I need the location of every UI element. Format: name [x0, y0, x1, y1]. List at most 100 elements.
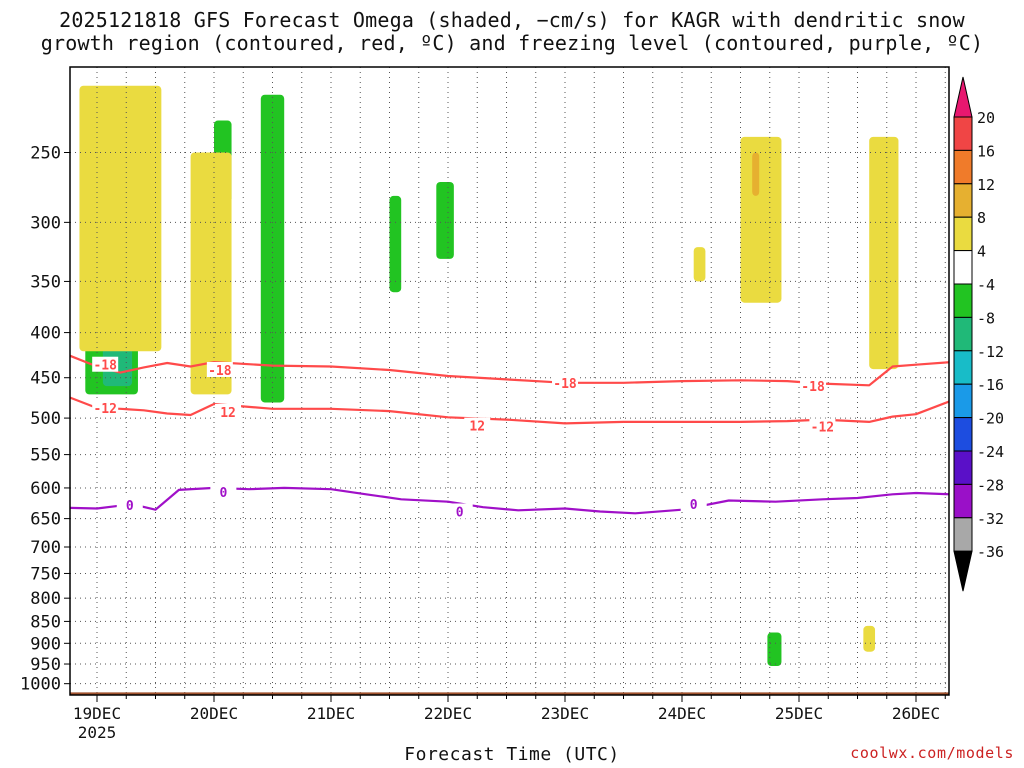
omega-shading — [79, 85, 899, 667]
contour-label-10: 0 — [219, 486, 227, 501]
y-tick-label-250: 250 — [30, 143, 61, 163]
contour-label-bg-6 — [215, 403, 242, 419]
x-tick-label-19DEC: 19DEC — [73, 704, 121, 723]
colorbar-label-6: -4 — [977, 276, 995, 294]
colorbar-label-10: -20 — [977, 410, 1004, 428]
y-tick-label-600: 600 — [30, 479, 61, 499]
colorbar-box-10 — [953, 417, 973, 452]
y-axis: 2503003504004505005506006507007508008509… — [20, 143, 70, 695]
contour-labels: -18 -18 -18 -18 -12 12 12 -12 0 0 0 0 — [92, 356, 836, 520]
x-tick-label-24DEC: 24DEC — [658, 704, 706, 723]
contour-label-8: -12 — [811, 420, 834, 435]
contour-label-bg-4 — [800, 378, 827, 394]
omega-region-15 — [752, 152, 760, 196]
x-axis-title: Forecast Time (UTC) — [404, 744, 620, 765]
contour-label-bg-10 — [210, 483, 237, 499]
contour-label-bg-2 — [206, 361, 233, 377]
colorbar-box-8 — [953, 350, 973, 385]
y-tick-label-350: 350 — [30, 272, 61, 292]
omega-region-14 — [863, 625, 876, 652]
contour-label-3: -18 — [553, 377, 577, 392]
colorbar-arrow-top — [953, 76, 973, 118]
chart-title-line-2: growth region (contoured, red, ºC) and f… — [40, 31, 984, 55]
colorbar-box-3 — [953, 183, 973, 218]
omega-region-6 — [389, 195, 402, 293]
contour-dgz_-18C — [70, 354, 949, 387]
y-tick-label-650: 650 — [30, 510, 61, 530]
colorbar-label-1: 20 — [977, 109, 995, 127]
colorbar-box-6 — [953, 283, 973, 318]
omega-region-13 — [693, 247, 706, 282]
colorbar-box-5 — [953, 250, 973, 285]
contour-label-5: -12 — [93, 402, 116, 417]
colorbar: 20 16 12 8 4 -4 -8 -12 -16 -20 -24 -28 -32 -36 — [953, 76, 1004, 592]
y-tick-label-850: 850 — [30, 612, 61, 632]
contour-freezing_0C — [70, 486, 949, 515]
contour-label-bg-8 — [809, 418, 836, 434]
y-tick-label-500: 500 — [30, 409, 61, 429]
contour-label-bg-9 — [116, 496, 143, 512]
contour-label-2: -18 — [208, 364, 232, 379]
contour-label-bg-1 — [92, 356, 119, 372]
omega-region-11 — [740, 136, 782, 303]
contour-label-bg-3 — [552, 374, 578, 390]
colorbar-label-7: -8 — [977, 309, 995, 327]
contour-label-bg-5 — [92, 399, 119, 415]
colorbar-box-4 — [953, 216, 973, 252]
plot-frame — [69, 66, 950, 696]
colorbar-box-2 — [953, 149, 973, 185]
contour-label-1: -18 — [93, 359, 117, 374]
colorbar-label-13: -32 — [977, 510, 1004, 528]
x-axis: 19DEC 20DEC 21DEC 22DEC 23DEC 24DEC 25DEC 26DEC… — [73, 695, 946, 742]
contour-label-bg-12 — [680, 496, 707, 512]
y-tick-label-750: 750 — [30, 564, 61, 584]
contour-label-4: -18 — [801, 380, 825, 395]
x-tick-label-22DEC: 22DEC — [424, 704, 472, 723]
x-tick-label-23DEC: 23DEC — [541, 704, 589, 723]
y-tick-label-300: 300 — [30, 213, 61, 233]
x-tick-label-20DEC: 20DEC — [190, 704, 238, 723]
y-tick-label-550: 550 — [30, 446, 61, 466]
contour-label-9: 0 — [126, 499, 134, 514]
colorbar-label-14: -36 — [977, 543, 1004, 561]
colorbar-box-12 — [953, 483, 973, 519]
colorbar-label-3: 12 — [977, 176, 995, 194]
contour-label-7: 12 — [469, 420, 485, 435]
colorbar-label-11: -24 — [977, 443, 1004, 461]
y-tick-label-450: 450 — [30, 369, 61, 389]
x-tick-label-25DEC: 25DEC — [775, 704, 823, 723]
y-tick-label-800: 800 — [30, 589, 61, 609]
y-tick-label-950: 950 — [30, 655, 61, 675]
y-tick-label-700: 700 — [30, 538, 61, 558]
y-tick-label-900: 900 — [30, 634, 61, 654]
omega-region-7 — [436, 181, 454, 259]
x-tick-label-21DEC: 21DEC — [307, 704, 355, 723]
colorbar-label-8: -12 — [977, 343, 1004, 361]
x-year-label: 2025 — [78, 723, 117, 742]
contour-label-bg-11 — [446, 503, 473, 519]
colorbar-box-11 — [953, 450, 973, 485]
colorbar-box-13 — [953, 517, 973, 552]
x-tick-label-26DEC: 26DEC — [892, 704, 940, 723]
y-tick-label-400: 400 — [30, 324, 61, 344]
y-tick-label-1000: 1000 — [20, 675, 61, 695]
colorbar-box-7 — [953, 316, 973, 352]
omega-region-5 — [260, 94, 285, 403]
colorbar-box-9 — [953, 383, 973, 419]
colorbar-label-2: 16 — [977, 142, 995, 160]
colorbar-label-12: -28 — [977, 476, 1004, 494]
terrain-band — [70, 692, 949, 695]
terrain-fill — [70, 692, 949, 695]
contour-label-6: 12 — [220, 406, 236, 421]
omega-region-10 — [190, 152, 232, 395]
colorbar-label-4: 8 — [977, 209, 986, 227]
omega-region-9 — [79, 85, 162, 352]
colorbar-label-5: 4 — [977, 243, 986, 261]
colorbar-arrow-bottom — [953, 550, 973, 592]
contour-label-bg-7 — [464, 417, 491, 433]
site-credit[interactable]: coolwx.com/models — [850, 744, 1014, 762]
chart-title-line-1: 2025121818 GFS Forecast Omega (shaded, −… — [59, 8, 965, 32]
colorbar-box-1 — [953, 116, 973, 151]
contour-label-11: 0 — [456, 505, 464, 520]
